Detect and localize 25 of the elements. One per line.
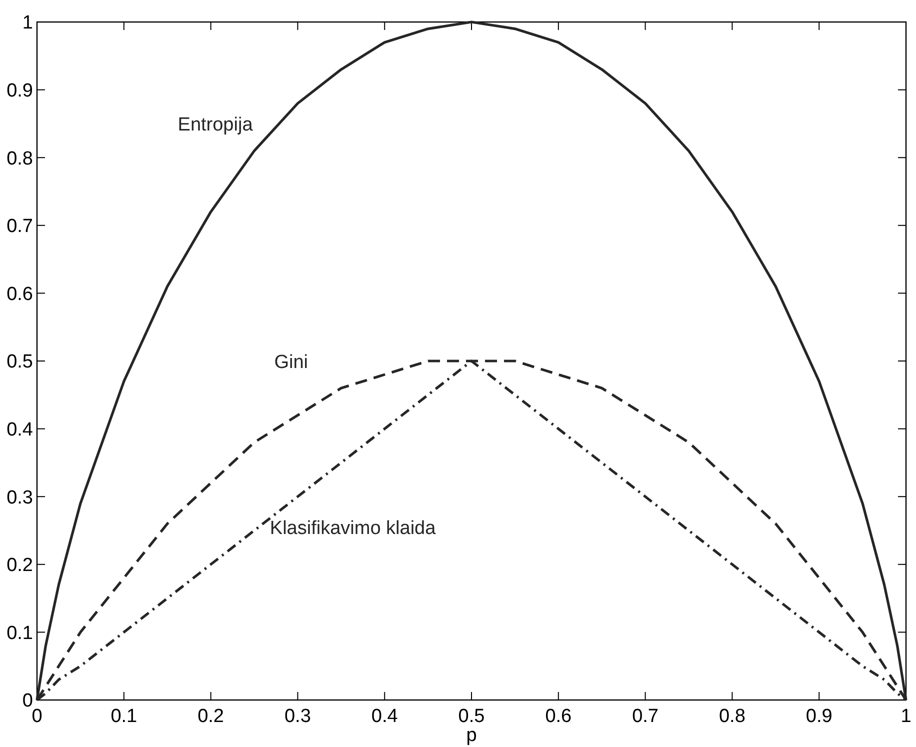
- y-tick-label: 0.4: [6, 419, 34, 440]
- x-tick-label: 0.5: [458, 706, 485, 727]
- series-label: Klasifikavimo klaida: [270, 518, 436, 539]
- y-tick-label: 0.8: [6, 148, 33, 170]
- series-label: Entropija: [178, 114, 254, 136]
- y-tick-label: 0.6: [6, 284, 33, 305]
- x-tick-label: 0.8: [718, 706, 746, 727]
- x-tick-label: 0.4: [371, 706, 398, 727]
- x-tick-label: 0.7: [632, 706, 659, 727]
- y-tick-label: 0.3: [6, 487, 33, 508]
- x-tick-label: 0.3: [284, 706, 311, 727]
- y-tick-label: 0: [22, 690, 33, 712]
- x-tick-label: 1: [900, 706, 912, 727]
- y-tick-label: 0.7: [6, 216, 33, 238]
- y-tick-label: 0.9: [6, 80, 33, 102]
- x-tick-label: 0.9: [806, 706, 832, 727]
- y-tick-label: 0.1: [6, 622, 33, 644]
- x-tick-label: 0.2: [198, 706, 224, 727]
- x-tick-label: 0.6: [545, 706, 572, 727]
- y-tick-label: 0.5: [6, 352, 33, 373]
- series-label: Gini: [274, 352, 308, 373]
- x-tick-label: 0.1: [110, 706, 138, 727]
- y-tick-label: 0.2: [6, 555, 33, 576]
- y-tick-label: 1: [22, 12, 33, 34]
- x-axis-title: p: [466, 725, 477, 746]
